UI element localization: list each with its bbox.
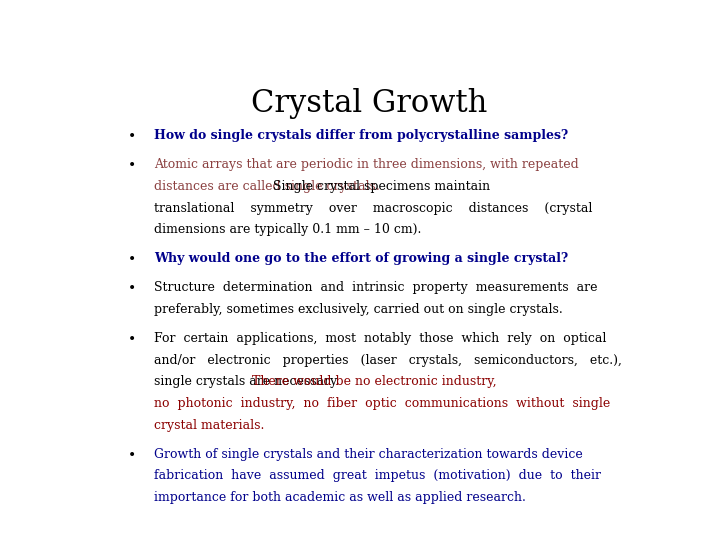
Text: •: • — [127, 281, 136, 295]
Text: Atomic arrays that are periodic in three dimensions, with repeated: Atomic arrays that are periodic in three… — [154, 158, 579, 171]
Text: For  certain  applications,  most  notably  those  which  rely  on  optical: For certain applications, most notably t… — [154, 332, 606, 345]
Text: no  photonic  industry,  no  fiber  optic  communications  without  single: no photonic industry, no fiber optic com… — [154, 397, 611, 410]
Text: and/or   electronic   properties   (laser   crystals,   semiconductors,   etc.),: and/or electronic properties (laser crys… — [154, 354, 622, 367]
Text: dimensions are typically 0.1 mm – 10 cm).: dimensions are typically 0.1 mm – 10 cm)… — [154, 223, 421, 236]
Text: crystal materials.: crystal materials. — [154, 418, 264, 431]
Text: Crystal Growth: Crystal Growth — [251, 87, 487, 119]
Text: Growth of single crystals and their characterization towards device: Growth of single crystals and their char… — [154, 448, 583, 461]
Text: preferably, sometimes exclusively, carried out on single crystals.: preferably, sometimes exclusively, carri… — [154, 303, 563, 316]
Text: •: • — [127, 332, 136, 346]
Text: Structure  determination  and  intrinsic  property  measurements  are: Structure determination and intrinsic pr… — [154, 281, 598, 294]
Text: Why would one go to the effort of growing a single crystal?: Why would one go to the effort of growin… — [154, 252, 568, 265]
Text: fabrication  have  assumed  great  impetus  (motivation)  due  to  their: fabrication have assumed great impetus (… — [154, 469, 601, 482]
Text: •: • — [127, 252, 136, 266]
Text: distances are called single crystals.: distances are called single crystals. — [154, 180, 380, 193]
Text: •: • — [127, 129, 136, 143]
Text: Single crystal specimens maintain: Single crystal specimens maintain — [269, 180, 490, 193]
Text: single crystals are necessary.: single crystals are necessary. — [154, 375, 340, 388]
Text: How do single crystals differ from polycrystalline samples?: How do single crystals differ from polyc… — [154, 129, 568, 142]
Text: •: • — [127, 158, 136, 172]
Text: •: • — [127, 448, 136, 462]
Text: translational    symmetry    over    macroscopic    distances    (crystal: translational symmetry over macroscopic … — [154, 201, 593, 214]
Text: There would be no electronic industry,: There would be no electronic industry, — [248, 375, 496, 388]
Text: importance for both academic as well as applied research.: importance for both academic as well as … — [154, 491, 526, 504]
